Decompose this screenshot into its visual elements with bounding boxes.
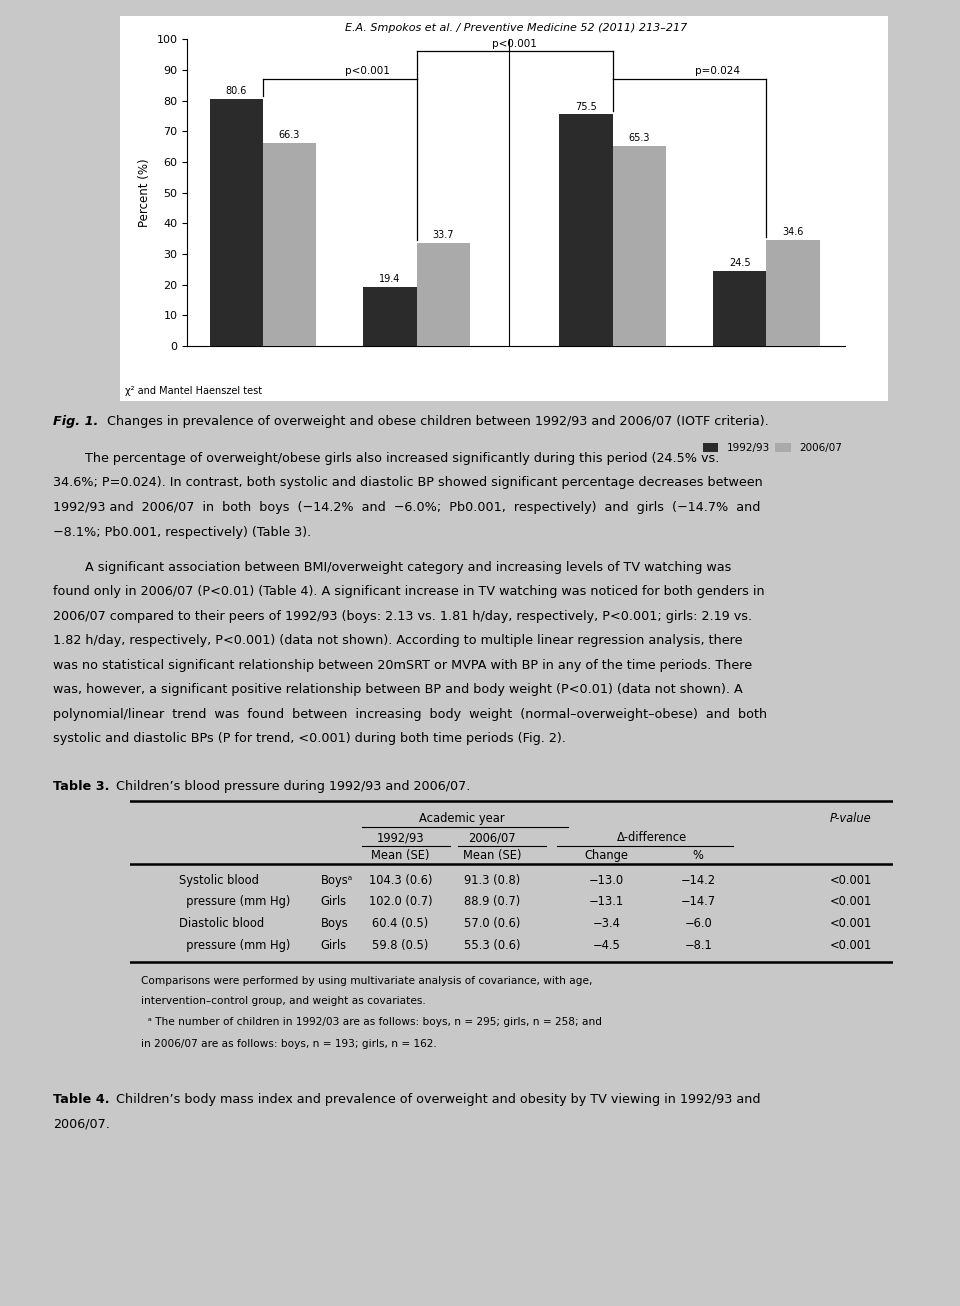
Bar bbox=[417, 243, 469, 346]
Text: Table 3.: Table 3. bbox=[53, 781, 109, 794]
Text: <0.001: <0.001 bbox=[829, 939, 872, 952]
Text: 60.4 (0.5): 60.4 (0.5) bbox=[372, 917, 429, 930]
Text: −3.4: −3.4 bbox=[592, 917, 620, 930]
Text: 91.3 (0.8): 91.3 (0.8) bbox=[464, 874, 520, 887]
Text: Changes in prevalence of overweight and obese children between 1992/93 and 2006/: Changes in prevalence of overweight and … bbox=[99, 415, 769, 428]
Text: 2006/07.: 2006/07. bbox=[53, 1117, 109, 1130]
Bar bbox=[209, 99, 263, 346]
Bar bbox=[364, 286, 417, 346]
Bar bbox=[713, 270, 766, 346]
Text: 33.7: 33.7 bbox=[433, 230, 454, 240]
Text: Mean (SE): Mean (SE) bbox=[372, 849, 430, 862]
Text: Academic year: Academic year bbox=[419, 812, 504, 825]
Text: −14.2: −14.2 bbox=[681, 874, 716, 887]
Text: 65.3: 65.3 bbox=[629, 133, 650, 144]
Text: 1.82 h/day, respectively, P<0.001) (data not shown). According to multiple linea: 1.82 h/day, respectively, P<0.001) (data… bbox=[53, 635, 742, 648]
Text: Boysᵃ: Boysᵃ bbox=[321, 874, 352, 887]
Text: pressure (mm Hg): pressure (mm Hg) bbox=[180, 896, 291, 909]
Text: 2006/07: 2006/07 bbox=[468, 831, 516, 844]
Text: pressure (mm Hg): pressure (mm Hg) bbox=[180, 939, 291, 952]
Text: in 2006/07 are as follows: boys, n = 193; girls, n = 162.: in 2006/07 are as follows: boys, n = 193… bbox=[141, 1038, 437, 1049]
Bar bbox=[612, 146, 665, 346]
Text: Mean (SE): Mean (SE) bbox=[463, 849, 521, 862]
Title: E.A. Smpokos et al. / Preventive Medicine 52 (2011) 213–217: E.A. Smpokos et al. / Preventive Medicin… bbox=[345, 22, 687, 33]
Text: −8.1: −8.1 bbox=[684, 939, 712, 952]
Text: Comparisons were performed by using multivariate analysis of covariance, with ag: Comparisons were performed by using mult… bbox=[141, 976, 592, 986]
Text: 66.3: 66.3 bbox=[278, 131, 300, 140]
Text: p<0.001: p<0.001 bbox=[492, 39, 537, 50]
Text: 1992/93 and  2006/07  in  both  boys  (−14.2%  and  −6.0%;  Pb0.001,  respective: 1992/93 and 2006/07 in both boys (−14.2%… bbox=[53, 502, 760, 515]
Text: Change: Change bbox=[585, 849, 629, 862]
Bar bbox=[766, 240, 820, 346]
Text: Fig. 1.: Fig. 1. bbox=[53, 415, 98, 428]
Text: found only in 2006/07 (P<0.01) (Table 4). A significant increase in TV watching : found only in 2006/07 (P<0.01) (Table 4)… bbox=[53, 585, 764, 598]
Text: %: % bbox=[693, 849, 704, 862]
Text: 24.5: 24.5 bbox=[729, 259, 751, 269]
Text: 104.3 (0.6): 104.3 (0.6) bbox=[369, 874, 432, 887]
Text: −13.1: −13.1 bbox=[589, 896, 624, 909]
Text: p=0.024: p=0.024 bbox=[695, 67, 740, 76]
Text: −4.5: −4.5 bbox=[592, 939, 620, 952]
Text: Children’s body mass index and prevalence of overweight and obesity by TV viewin: Children’s body mass index and prevalenc… bbox=[108, 1093, 761, 1106]
Text: ᵃ The number of children in 1992/03 are as follows: boys, n = 295; girls, n = 25: ᵃ The number of children in 1992/03 are … bbox=[141, 1017, 602, 1028]
Text: Δ-difference: Δ-difference bbox=[617, 831, 687, 844]
Text: systolic and diastolic BPs (P for trend, <0.001) during both time periods (Fig. : systolic and diastolic BPs (P for trend,… bbox=[53, 733, 565, 746]
Text: 34.6: 34.6 bbox=[782, 227, 804, 238]
Text: was, however, a significant positive relationship between BP and body weight (P<: was, however, a significant positive rel… bbox=[53, 683, 742, 696]
Text: 19.4: 19.4 bbox=[379, 274, 400, 285]
Text: Girls: Girls bbox=[321, 939, 347, 952]
Text: 88.9 (0.7): 88.9 (0.7) bbox=[464, 896, 520, 909]
Text: p<0.001: p<0.001 bbox=[346, 67, 390, 76]
Text: <0.001: <0.001 bbox=[829, 896, 872, 909]
Text: was no statistical significant relationship between 20mSRT or MVPA with BP in an: was no statistical significant relations… bbox=[53, 658, 752, 671]
Y-axis label: Percent (%): Percent (%) bbox=[138, 158, 151, 227]
Text: 80.6: 80.6 bbox=[226, 86, 247, 97]
Text: 59.8 (0.5): 59.8 (0.5) bbox=[372, 939, 429, 952]
Text: Table 4.: Table 4. bbox=[53, 1093, 109, 1106]
Text: polynomial/linear  trend  was  found  between  increasing  body  weight  (normal: polynomial/linear trend was found betwee… bbox=[53, 708, 767, 721]
Bar bbox=[560, 115, 612, 346]
Text: 1992/93: 1992/93 bbox=[376, 831, 424, 844]
Text: 75.5: 75.5 bbox=[575, 102, 597, 112]
Text: 2006/07 compared to their peers of 1992/93 (boys: 2.13 vs. 1.81 h/day, respectiv: 2006/07 compared to their peers of 1992/… bbox=[53, 610, 752, 623]
Legend: 1992/93, 2006/07: 1992/93, 2006/07 bbox=[699, 439, 846, 457]
Text: 102.0 (0.7): 102.0 (0.7) bbox=[369, 896, 432, 909]
Text: 55.3 (0.6): 55.3 (0.6) bbox=[464, 939, 520, 952]
Text: −8.1%; Pb0.001, respectively) (Table 3).: −8.1%; Pb0.001, respectively) (Table 3). bbox=[53, 525, 311, 538]
Text: −14.7: −14.7 bbox=[681, 896, 716, 909]
Text: Girls: Girls bbox=[321, 896, 347, 909]
Text: Systolic blood: Systolic blood bbox=[180, 874, 259, 887]
Text: The percentage of overweight/obese girls also increased significantly during thi: The percentage of overweight/obese girls… bbox=[53, 452, 719, 465]
Text: <0.001: <0.001 bbox=[829, 917, 872, 930]
Text: P-value: P-value bbox=[830, 812, 872, 825]
Text: 34.6%; P=0.024). In contrast, both systolic and diastolic BP showed significant : 34.6%; P=0.024). In contrast, both systo… bbox=[53, 477, 762, 490]
Text: intervention–control group, and weight as covariates.: intervention–control group, and weight a… bbox=[141, 996, 426, 1006]
Text: Boys: Boys bbox=[321, 917, 348, 930]
Text: −6.0: −6.0 bbox=[684, 917, 712, 930]
Text: Diastolic blood: Diastolic blood bbox=[180, 917, 264, 930]
Text: 57.0 (0.6): 57.0 (0.6) bbox=[464, 917, 520, 930]
Bar bbox=[263, 142, 316, 346]
Text: χ² and Mantel Haenszel test: χ² and Mantel Haenszel test bbox=[125, 385, 262, 396]
Text: <0.001: <0.001 bbox=[829, 874, 872, 887]
Text: A significant association between BMI/overweight category and increasing levels : A significant association between BMI/ov… bbox=[53, 560, 732, 573]
Text: −13.0: −13.0 bbox=[589, 874, 624, 887]
Text: Children’s blood pressure during 1992/93 and 2006/07.: Children’s blood pressure during 1992/93… bbox=[108, 781, 470, 794]
